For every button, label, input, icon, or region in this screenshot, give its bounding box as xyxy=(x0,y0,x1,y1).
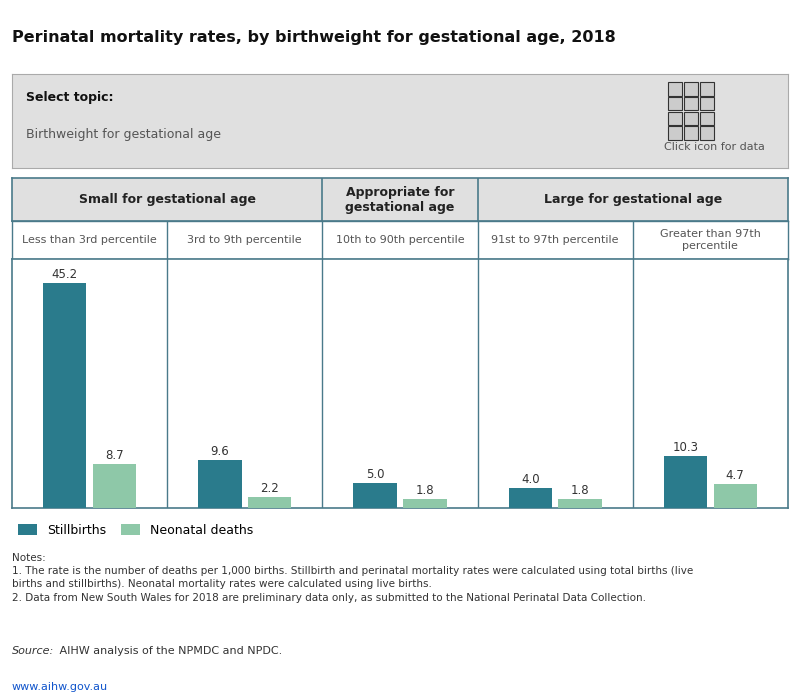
Bar xyxy=(700,112,714,125)
Text: Notes:
1. The rate is the number of deaths per 1,000 births. Stillbirth and peri: Notes: 1. The rate is the number of deat… xyxy=(12,553,694,603)
Text: Click icon for data: Click icon for data xyxy=(664,142,765,152)
Text: 3rd to 9th percentile: 3rd to 9th percentile xyxy=(187,235,302,245)
Bar xyxy=(668,112,682,125)
Text: Source:: Source: xyxy=(12,645,54,656)
Text: 9.6: 9.6 xyxy=(210,444,230,458)
Text: 1.8: 1.8 xyxy=(570,484,590,496)
Text: 10th to 90th percentile: 10th to 90th percentile xyxy=(336,235,464,245)
Bar xyxy=(43,283,86,508)
Bar xyxy=(558,498,602,508)
Text: Greater than 97th
percentile: Greater than 97th percentile xyxy=(660,230,761,251)
Bar xyxy=(684,83,698,96)
Text: Select topic:: Select topic: xyxy=(26,90,114,104)
Bar xyxy=(700,83,714,96)
Bar xyxy=(684,127,698,140)
Text: 10.3: 10.3 xyxy=(673,441,698,454)
Text: 91st to 97th percentile: 91st to 97th percentile xyxy=(491,235,619,245)
Bar xyxy=(509,488,552,508)
Text: Appropriate for
gestational age: Appropriate for gestational age xyxy=(346,186,454,214)
Text: 4.7: 4.7 xyxy=(726,469,745,482)
Text: Less than 3rd percentile: Less than 3rd percentile xyxy=(22,235,157,245)
Bar xyxy=(700,127,714,140)
Text: www.aihw.gov.au: www.aihw.gov.au xyxy=(12,682,108,692)
Bar xyxy=(668,97,682,111)
Bar xyxy=(700,97,714,111)
Bar xyxy=(198,460,242,508)
Text: AIHW analysis of the NPMDC and NPDC.: AIHW analysis of the NPMDC and NPDC. xyxy=(56,645,282,656)
Text: Birthweight for gestational age: Birthweight for gestational age xyxy=(26,128,221,141)
Text: Perinatal mortality rates, by birthweight for gestational age, 2018: Perinatal mortality rates, by birthweigh… xyxy=(12,30,616,45)
Legend: Stillbirths, Neonatal deaths: Stillbirths, Neonatal deaths xyxy=(18,524,253,537)
Bar xyxy=(668,127,682,140)
Bar xyxy=(684,97,698,111)
Text: Large for gestational age: Large for gestational age xyxy=(544,193,722,206)
Text: 45.2: 45.2 xyxy=(52,268,78,281)
Text: 1.8: 1.8 xyxy=(415,484,434,496)
Bar xyxy=(403,498,446,508)
Text: 2.2: 2.2 xyxy=(260,482,279,495)
Text: 8.7: 8.7 xyxy=(105,449,124,462)
Bar xyxy=(664,456,707,508)
Bar xyxy=(668,83,682,96)
Bar xyxy=(684,112,698,125)
Bar xyxy=(354,483,397,507)
Bar xyxy=(248,496,291,507)
Text: 4.0: 4.0 xyxy=(521,473,540,486)
Bar xyxy=(93,464,136,508)
Bar xyxy=(714,484,757,508)
Text: Small for gestational age: Small for gestational age xyxy=(78,193,256,206)
Text: 5.0: 5.0 xyxy=(366,468,385,481)
